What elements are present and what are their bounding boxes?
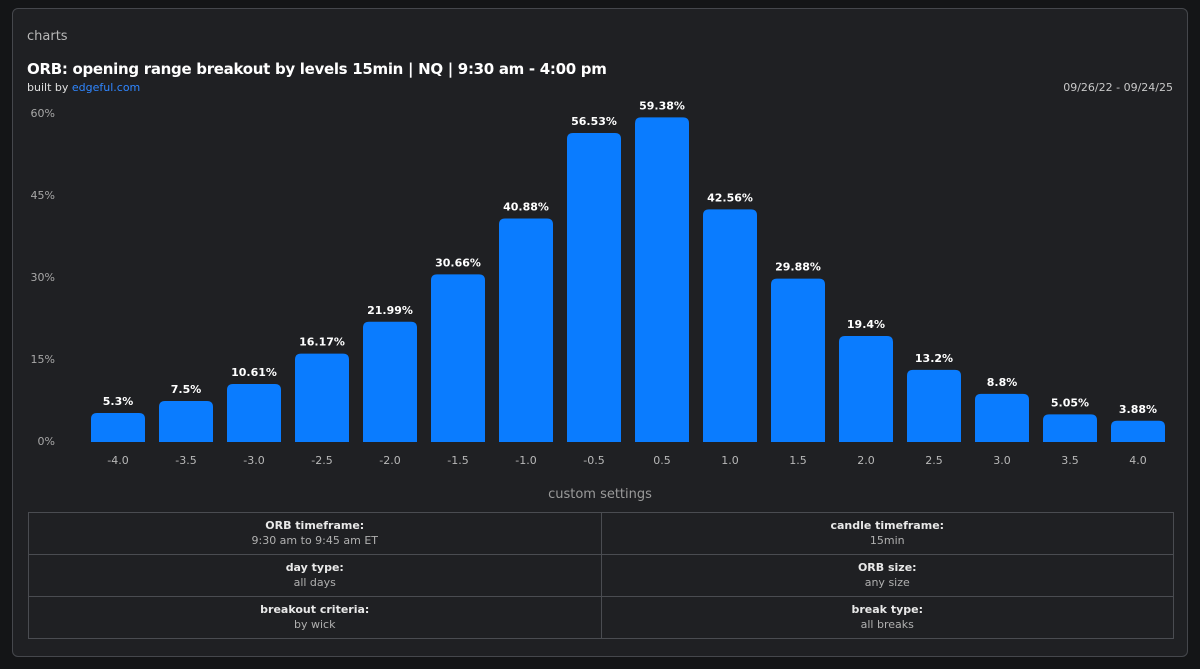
value-label: 19.4%: [847, 318, 885, 331]
x-tick-label: -2.5: [311, 454, 332, 467]
settings-table: ORB timeframe: 9:30 am to 9:45 am ET candl…: [28, 512, 1174, 639]
bar: [91, 413, 145, 442]
x-tick-label: -3.5: [175, 454, 196, 467]
date-range: 09/26/22 - 09/24/25: [1063, 81, 1173, 94]
x-tick-label: -1.5: [447, 454, 468, 467]
value-label: 5.05%: [1051, 396, 1089, 409]
settings-row: ORB timeframe: 9:30 am to 9:45 am ET candl…: [29, 513, 1173, 554]
chart-title: ORB: opening range breakout by levels 15…: [27, 60, 607, 78]
settings-cell: ORB timeframe: 9:30 am to 9:45 am ET: [29, 513, 601, 554]
x-tick-label: -3.0: [243, 454, 264, 467]
section-label: charts: [27, 29, 68, 44]
value-label: 56.53%: [571, 115, 617, 128]
setting-label: ORB size:: [857, 561, 917, 574]
bar: [1111, 420, 1165, 442]
value-label: 7.5%: [171, 383, 202, 396]
subtitle: built by edgeful.com: [27, 81, 140, 94]
x-tick-label: 3.0: [993, 454, 1011, 467]
settings-cell: candle timeframe: 15min: [600, 513, 1174, 554]
value-label: 21.99%: [367, 304, 413, 317]
settings-cell: breakout criteria: by wick: [29, 597, 601, 638]
setting-label: candle timeframe:: [830, 519, 945, 532]
setting-label: day type:: [285, 561, 344, 574]
y-tick-label: 0%: [38, 435, 55, 448]
setting-value: 9:30 am to 9:45 am ET: [251, 534, 378, 547]
bar: [159, 401, 213, 442]
value-label: 13.2%: [915, 352, 953, 365]
bar: [907, 369, 961, 442]
settings-row: breakout criteria: by wick break type: all …: [29, 596, 1173, 638]
settings-title: custom settings: [548, 487, 652, 502]
bar: [1043, 414, 1097, 442]
bar: [839, 335, 893, 442]
settings-row: day type: all days ORB size: any size: [29, 554, 1173, 596]
x-tick-label: 3.5: [1061, 454, 1079, 467]
value-label: 29.88%: [775, 261, 821, 274]
value-label: 8.8%: [987, 376, 1018, 389]
y-tick-label: 45%: [31, 189, 55, 202]
bar: [363, 321, 417, 442]
setting-value: all breaks: [860, 618, 914, 631]
settings-cell: ORB size: any size: [600, 555, 1174, 596]
bar: [227, 383, 281, 442]
settings-cell: day type: all days: [29, 555, 601, 596]
settings-cell: break type: all breaks: [600, 597, 1174, 638]
subtitle-prefix: built by: [27, 81, 69, 94]
value-label: 10.61%: [231, 366, 277, 379]
bar: [431, 274, 485, 442]
bar: [635, 117, 689, 442]
value-label: 42.56%: [707, 191, 753, 204]
value-label: 3.88%: [1119, 403, 1157, 416]
value-label: 16.17%: [299, 336, 345, 349]
x-tick-label: -4.0: [107, 454, 128, 467]
value-label: 40.88%: [503, 201, 549, 214]
x-tick-label: 4.0: [1129, 454, 1147, 467]
bar: [567, 132, 621, 442]
bar: [295, 353, 349, 442]
value-label: 5.3%: [103, 395, 134, 408]
chart: 0% 15% 30% 45% 60% -4.0 5.3% -3.5 7.5% -3.0 10.61%…: [31, 99, 1165, 467]
x-tick-label: 1.0: [721, 454, 739, 467]
setting-label: breakout criteria:: [260, 603, 370, 616]
setting-value: all days: [293, 576, 336, 589]
x-tick-label: -2.0: [379, 454, 400, 467]
x-tick-label: -0.5: [583, 454, 604, 467]
bar: [975, 393, 1029, 442]
setting-value: any size: [864, 576, 910, 589]
chart-card: charts ORB: opening range breakout by le…: [12, 8, 1188, 657]
setting-label: break type:: [851, 603, 924, 616]
setting-label: ORB timeframe:: [265, 519, 365, 532]
x-tick-label: 2.5: [925, 454, 943, 467]
y-tick-label: 60%: [31, 107, 55, 120]
setting-value: by wick: [294, 618, 336, 631]
value-label: 59.38%: [639, 99, 685, 112]
value-label: 30.66%: [435, 256, 481, 269]
x-tick-label: 0.5: [653, 454, 671, 467]
bar: [771, 278, 825, 442]
x-tick-label: -1.0: [515, 454, 536, 467]
y-tick-label: 15%: [31, 353, 55, 366]
bar: [703, 209, 757, 442]
subtitle-link[interactable]: edgeful.com: [71, 81, 141, 94]
setting-value: 15min: [869, 534, 905, 547]
x-tick-label: 1.5: [789, 454, 807, 467]
x-tick-label: 2.0: [857, 454, 875, 467]
bar: [499, 218, 553, 442]
y-tick-label: 30%: [31, 271, 55, 284]
